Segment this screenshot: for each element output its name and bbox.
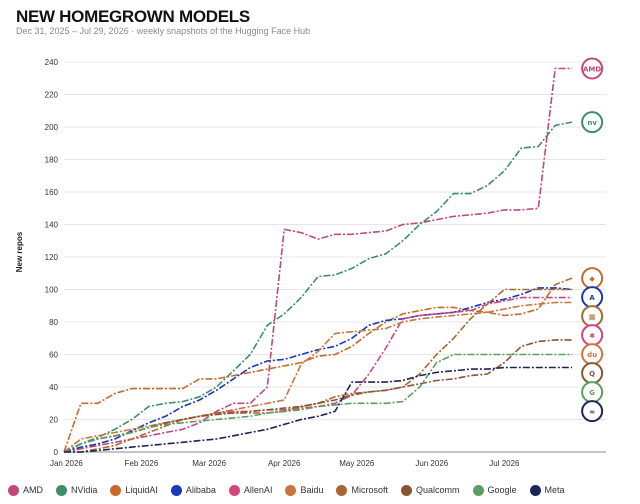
legend-swatch-icon bbox=[285, 484, 297, 496]
series-line-baidu bbox=[63, 301, 573, 453]
chart-title: NEW HOMEGROWN MODELS bbox=[16, 7, 250, 26]
x-tick-label: Jun 2026 bbox=[415, 459, 448, 468]
legend-swatch-icon bbox=[228, 484, 240, 496]
y-tick-label: 120 bbox=[45, 253, 59, 262]
y-tick-label: 200 bbox=[45, 123, 59, 132]
y-tick-label: 0 bbox=[54, 448, 59, 457]
legend-item-baidu: Baidu bbox=[285, 484, 324, 496]
svg-text:▦: ▦ bbox=[589, 313, 596, 321]
legend-item-alibaba: Alibaba bbox=[170, 484, 216, 496]
legend-item-allenai: AllenAI bbox=[228, 484, 273, 496]
x-tick-label: Mar 2026 bbox=[192, 459, 226, 468]
legend-label: AMD bbox=[23, 485, 43, 495]
y-tick-label: 140 bbox=[45, 221, 59, 230]
legend-item-liquidai: LiquidAI bbox=[110, 484, 158, 496]
svg-text:Q: Q bbox=[589, 370, 595, 378]
series-line-amd bbox=[63, 67, 573, 453]
legend-label: Google bbox=[487, 485, 517, 495]
y-tick-label: 40 bbox=[49, 383, 58, 392]
y-tick-label: 160 bbox=[45, 188, 59, 197]
y-axis-ticks: 0 20 40 60 80 100 120 140 160 180 200 220 240 bbox=[45, 58, 59, 457]
series-line-allenai bbox=[63, 296, 573, 453]
series-line-google bbox=[63, 353, 573, 453]
x-tick-label: Apr 2026 bbox=[268, 459, 301, 468]
y-tick-label: 100 bbox=[45, 286, 59, 295]
legend-label: AllenAI bbox=[243, 485, 273, 495]
x-tick-label: Jan 2026 bbox=[50, 459, 83, 468]
end-badge-allenai: ✱ bbox=[581, 324, 604, 347]
y-axis-label: New repos bbox=[15, 231, 24, 272]
end-badge-google: G bbox=[581, 381, 604, 404]
gridlines bbox=[64, 61, 606, 453]
legend-item-microsoft: Microsoft bbox=[336, 484, 388, 496]
svg-text:◆: ◆ bbox=[589, 275, 595, 283]
legend-label: LiquidAI bbox=[125, 485, 158, 495]
x-axis-ticks: Jan 2026 Feb 2026 Mar 2026 Apr 2026 May 2026… bbox=[50, 459, 520, 468]
legend-swatch-icon bbox=[336, 484, 348, 496]
line-chart: 0 20 40 60 80 100 120 140 160 180 200 220 240 Jan 20… bbox=[15, 57, 606, 468]
y-tick-label: 60 bbox=[49, 351, 58, 360]
series-end-icons: AMD nv ◆ A ▦ ✱ du Q G ∞ bbox=[581, 57, 604, 423]
legend-swatch-icon bbox=[472, 484, 484, 496]
x-tick-label: Feb 2026 bbox=[125, 459, 159, 468]
legend-swatch-icon bbox=[401, 484, 412, 496]
legend-item-qualcomm: Qualcomm bbox=[401, 484, 460, 496]
legend-label: Microsoft bbox=[351, 485, 388, 495]
legend-swatch-icon bbox=[110, 484, 122, 496]
series-line-nvidia bbox=[63, 121, 573, 453]
y-tick-label: 220 bbox=[45, 91, 59, 100]
legend-swatch-icon bbox=[56, 484, 67, 496]
y-tick-label: 20 bbox=[49, 416, 58, 425]
x-tick-label: May 2026 bbox=[339, 459, 375, 468]
svg-text:∞: ∞ bbox=[589, 408, 595, 416]
legend-label: Alibaba bbox=[185, 485, 216, 495]
legend-item-meta: Meta bbox=[529, 484, 565, 496]
end-badge-amd: AMD bbox=[581, 57, 604, 80]
legend-label: Baidu bbox=[300, 485, 324, 495]
end-badge-baidu: du bbox=[581, 343, 604, 366]
legend-item-google: Google bbox=[472, 484, 517, 496]
series-line-liquidai bbox=[63, 277, 573, 453]
series-line-alibaba bbox=[63, 287, 573, 453]
legend-label: Meta bbox=[544, 485, 565, 495]
legend-swatch-icon bbox=[170, 484, 182, 496]
y-tick-label: 240 bbox=[45, 58, 59, 67]
end-badge-nvidia: nv bbox=[581, 111, 604, 134]
legend-label: Qualcomm bbox=[416, 485, 460, 495]
x-tick-label: Jul 2026 bbox=[489, 459, 520, 468]
svg-text:du: du bbox=[587, 351, 597, 359]
end-badge-meta: ∞ bbox=[581, 400, 604, 423]
svg-text:A: A bbox=[589, 294, 595, 302]
y-tick-label: 180 bbox=[45, 156, 59, 165]
end-badge-microsoft: ▦ bbox=[581, 305, 604, 328]
svg-text:AMD: AMD bbox=[583, 66, 601, 74]
svg-text:G: G bbox=[589, 389, 595, 397]
legend-item-nvidia: NVidia bbox=[56, 484, 98, 496]
svg-text:✱: ✱ bbox=[589, 332, 595, 340]
legend-item-amd: AMD bbox=[8, 484, 43, 496]
legend-label: NVidia bbox=[71, 485, 98, 495]
chart-legend: AMD NVidia LiquidAI Alibaba AllenAI Baidu Micr… bbox=[8, 482, 638, 498]
chart-subtitle: Dec 31, 2025 – Jul 29, 2026 · weekly sna… bbox=[16, 26, 311, 36]
legend-swatch-icon bbox=[529, 484, 541, 496]
series-line-meta bbox=[64, 366, 573, 453]
series-lines bbox=[63, 67, 573, 453]
legend-swatch-icon bbox=[8, 484, 19, 496]
y-tick-label: 80 bbox=[49, 318, 58, 327]
end-badge-alibaba: A bbox=[581, 286, 604, 309]
end-badge-liquidai: ◆ bbox=[581, 267, 604, 290]
svg-text:nv: nv bbox=[587, 119, 597, 127]
end-badge-qualcomm: Q bbox=[581, 362, 604, 385]
